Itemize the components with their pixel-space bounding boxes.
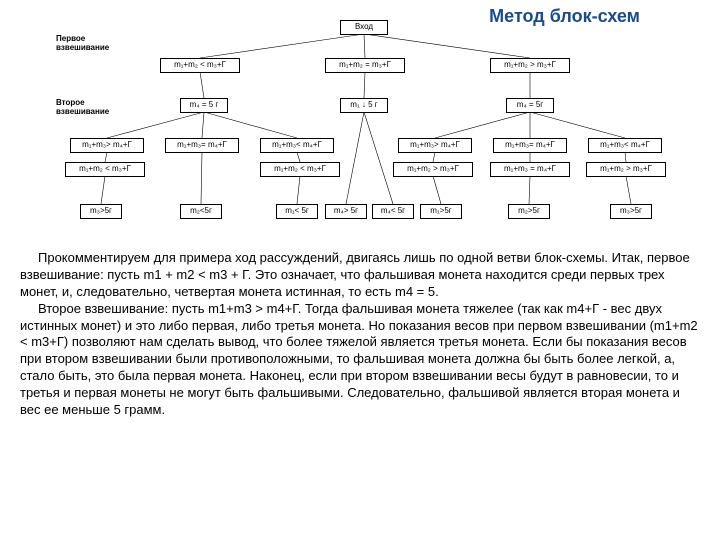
flowchart-node: m₁+m₃= m₄+Г (165, 138, 239, 153)
flowchart-node: m₁+m₃= m₄+Г (493, 138, 567, 153)
flowchart-node: m₁+m₃> m₄+Г (398, 138, 472, 153)
flowchart-node: m₁< 5г (276, 204, 318, 219)
flowchart-node: m₁+m₂ < m₃+Г (65, 162, 145, 177)
flowchart-node: m₁+m₃> m₄+Г (70, 138, 144, 153)
flowchart-node: m₂>5г (508, 204, 550, 219)
flowchart-node: m₄ = 5г (506, 98, 554, 113)
flowchart-node: m₃>5г (80, 204, 122, 219)
flowchart-node: m₁+m₂ > m₃+Г (490, 58, 570, 73)
flowchart-node: m₁+m₂ > m₃+Г (586, 162, 666, 177)
flowchart-node: m₄ = 5 г (180, 98, 228, 113)
flowchart-node: m₄< 5г (372, 204, 414, 219)
label-first-weighing: Первоевзвешивание (56, 34, 109, 52)
flowchart-node: m₁>5г (420, 204, 462, 219)
flowchart-diagram: Первоевзвешивание Второевзвешивание Вход… (10, 10, 710, 245)
body-text: Прокомментируем для примера ход рассужде… (20, 250, 700, 419)
flowchart-node: m₁ ↓ 5 г (340, 98, 388, 113)
flowchart-node: m₁+m₂ > m₃+Г (393, 162, 473, 177)
flowchart-node: m₂<5г (180, 204, 222, 219)
flowchart-node: m₁+m₃ = m₄+Г (490, 162, 570, 177)
flowchart-node: m₁+m₂ < m₃+Г (160, 58, 240, 73)
flowchart-node: m₁+m₂ = m₃+Г (325, 58, 405, 73)
paragraph: Второе взвешивание: пусть m1+m3 > m4+Г. … (20, 301, 700, 419)
flowchart-node: m₃>5г (610, 204, 652, 219)
label-second-weighing: Второевзвешивание (56, 98, 109, 116)
flowchart-node: m₁+m₃< m₄+Г (588, 138, 662, 153)
flowchart-node: m₄> 5г (325, 204, 367, 219)
flowchart-node: Вход (340, 20, 388, 35)
flowchart-node: m₁+m₃< m₄+Г (260, 138, 334, 153)
paragraph: Прокомментируем для примера ход рассужде… (20, 250, 700, 301)
flowchart-node: m₁+m₂ < m₃+Г (260, 162, 340, 177)
